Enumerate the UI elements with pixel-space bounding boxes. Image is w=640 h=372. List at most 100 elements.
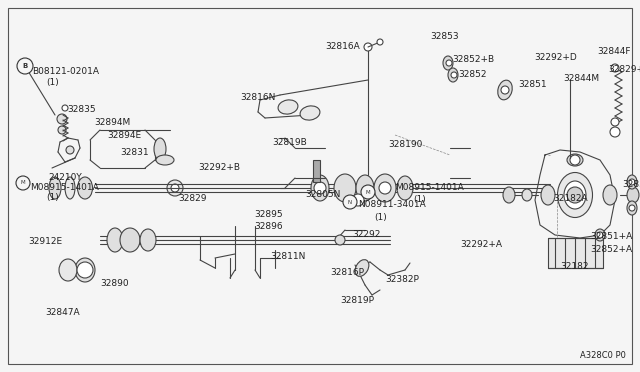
Text: 32816P: 32816P	[330, 268, 364, 277]
Circle shape	[171, 184, 179, 192]
Text: 328190: 328190	[388, 140, 422, 149]
Circle shape	[335, 235, 345, 245]
Text: N: N	[348, 199, 352, 205]
Text: (1): (1)	[413, 195, 426, 204]
Ellipse shape	[120, 228, 140, 252]
Text: 32829: 32829	[178, 194, 207, 203]
Circle shape	[62, 105, 68, 111]
Ellipse shape	[156, 155, 174, 165]
Ellipse shape	[334, 174, 356, 202]
Text: 32844M: 32844M	[563, 74, 599, 83]
Text: (1): (1)	[46, 193, 59, 202]
Circle shape	[629, 179, 635, 185]
Circle shape	[629, 205, 635, 211]
Text: 32831: 32831	[120, 148, 148, 157]
Circle shape	[16, 176, 30, 190]
Text: 32896: 32896	[254, 222, 283, 231]
Ellipse shape	[397, 176, 413, 200]
Ellipse shape	[595, 229, 605, 241]
Text: 32895: 32895	[254, 210, 283, 219]
Bar	[313, 160, 320, 182]
Circle shape	[343, 195, 357, 209]
Circle shape	[361, 185, 375, 199]
Ellipse shape	[564, 181, 586, 209]
Ellipse shape	[627, 201, 637, 215]
Ellipse shape	[65, 177, 75, 199]
Circle shape	[377, 39, 383, 45]
Circle shape	[17, 58, 33, 74]
Text: 32819B: 32819B	[272, 138, 307, 147]
Text: 32853: 32853	[430, 32, 459, 41]
Circle shape	[57, 114, 67, 124]
Circle shape	[451, 72, 457, 78]
Circle shape	[611, 64, 619, 72]
Ellipse shape	[311, 175, 329, 201]
Ellipse shape	[448, 68, 458, 82]
Text: N08911-3401A: N08911-3401A	[358, 200, 426, 209]
Text: 32835: 32835	[67, 105, 95, 114]
Text: M08915-1401A: M08915-1401A	[30, 183, 99, 192]
Ellipse shape	[49, 177, 61, 199]
Text: 32292+D: 32292+D	[534, 53, 577, 62]
Text: 32852+B: 32852+B	[452, 55, 494, 64]
Ellipse shape	[503, 187, 515, 203]
Ellipse shape	[77, 177, 93, 199]
Circle shape	[570, 155, 580, 165]
Text: 32912E: 32912E	[28, 237, 62, 246]
Ellipse shape	[443, 56, 453, 70]
Text: 32816A: 32816A	[325, 42, 360, 51]
Text: 24210Y: 24210Y	[48, 173, 82, 182]
Text: 32292+A: 32292+A	[460, 240, 502, 249]
Text: 32851+A: 32851+A	[590, 232, 632, 241]
Text: M: M	[20, 180, 26, 186]
Circle shape	[314, 182, 326, 194]
Text: 32852+A: 32852+A	[590, 245, 632, 254]
Ellipse shape	[603, 185, 617, 205]
Text: M08915-1401A: M08915-1401A	[395, 183, 464, 192]
Text: B: B	[22, 63, 28, 69]
Text: 32890: 32890	[100, 279, 129, 288]
Text: 32816N: 32816N	[240, 93, 275, 102]
Ellipse shape	[75, 258, 95, 282]
Circle shape	[501, 86, 509, 94]
Ellipse shape	[557, 173, 593, 218]
Text: (1): (1)	[46, 78, 59, 87]
Text: (1): (1)	[374, 213, 387, 222]
Text: 32894E: 32894E	[107, 131, 141, 140]
Ellipse shape	[140, 229, 156, 251]
Text: 32382P: 32382P	[385, 275, 419, 284]
Circle shape	[597, 232, 603, 238]
Ellipse shape	[278, 100, 298, 114]
Text: 32292+B: 32292+B	[198, 163, 240, 172]
Ellipse shape	[567, 154, 583, 166]
Text: B08121-0201A: B08121-0201A	[32, 67, 99, 76]
Text: 32851: 32851	[518, 80, 547, 89]
Circle shape	[379, 182, 391, 194]
Circle shape	[446, 60, 452, 66]
Ellipse shape	[355, 260, 369, 276]
Text: 32292: 32292	[352, 230, 380, 239]
Ellipse shape	[356, 175, 374, 201]
Ellipse shape	[374, 174, 396, 202]
Ellipse shape	[107, 228, 123, 252]
Circle shape	[352, 194, 364, 206]
Ellipse shape	[627, 175, 637, 189]
Circle shape	[167, 180, 183, 196]
Text: A328C0 P0: A328C0 P0	[580, 351, 626, 360]
Circle shape	[567, 187, 583, 203]
Text: 32829+A: 32829+A	[608, 65, 640, 74]
Circle shape	[611, 118, 619, 126]
Circle shape	[610, 127, 620, 137]
Text: 32852: 32852	[458, 70, 486, 79]
Ellipse shape	[522, 189, 532, 201]
Text: 32805N: 32805N	[305, 190, 340, 199]
Ellipse shape	[541, 185, 555, 205]
Text: M: M	[365, 189, 371, 195]
Circle shape	[77, 262, 93, 278]
Text: 32844F: 32844F	[597, 47, 630, 56]
Text: 32819P: 32819P	[340, 296, 374, 305]
Text: 32182A: 32182A	[553, 194, 588, 203]
Text: 32811N: 32811N	[270, 252, 305, 261]
Bar	[548, 238, 603, 268]
Circle shape	[58, 126, 66, 134]
